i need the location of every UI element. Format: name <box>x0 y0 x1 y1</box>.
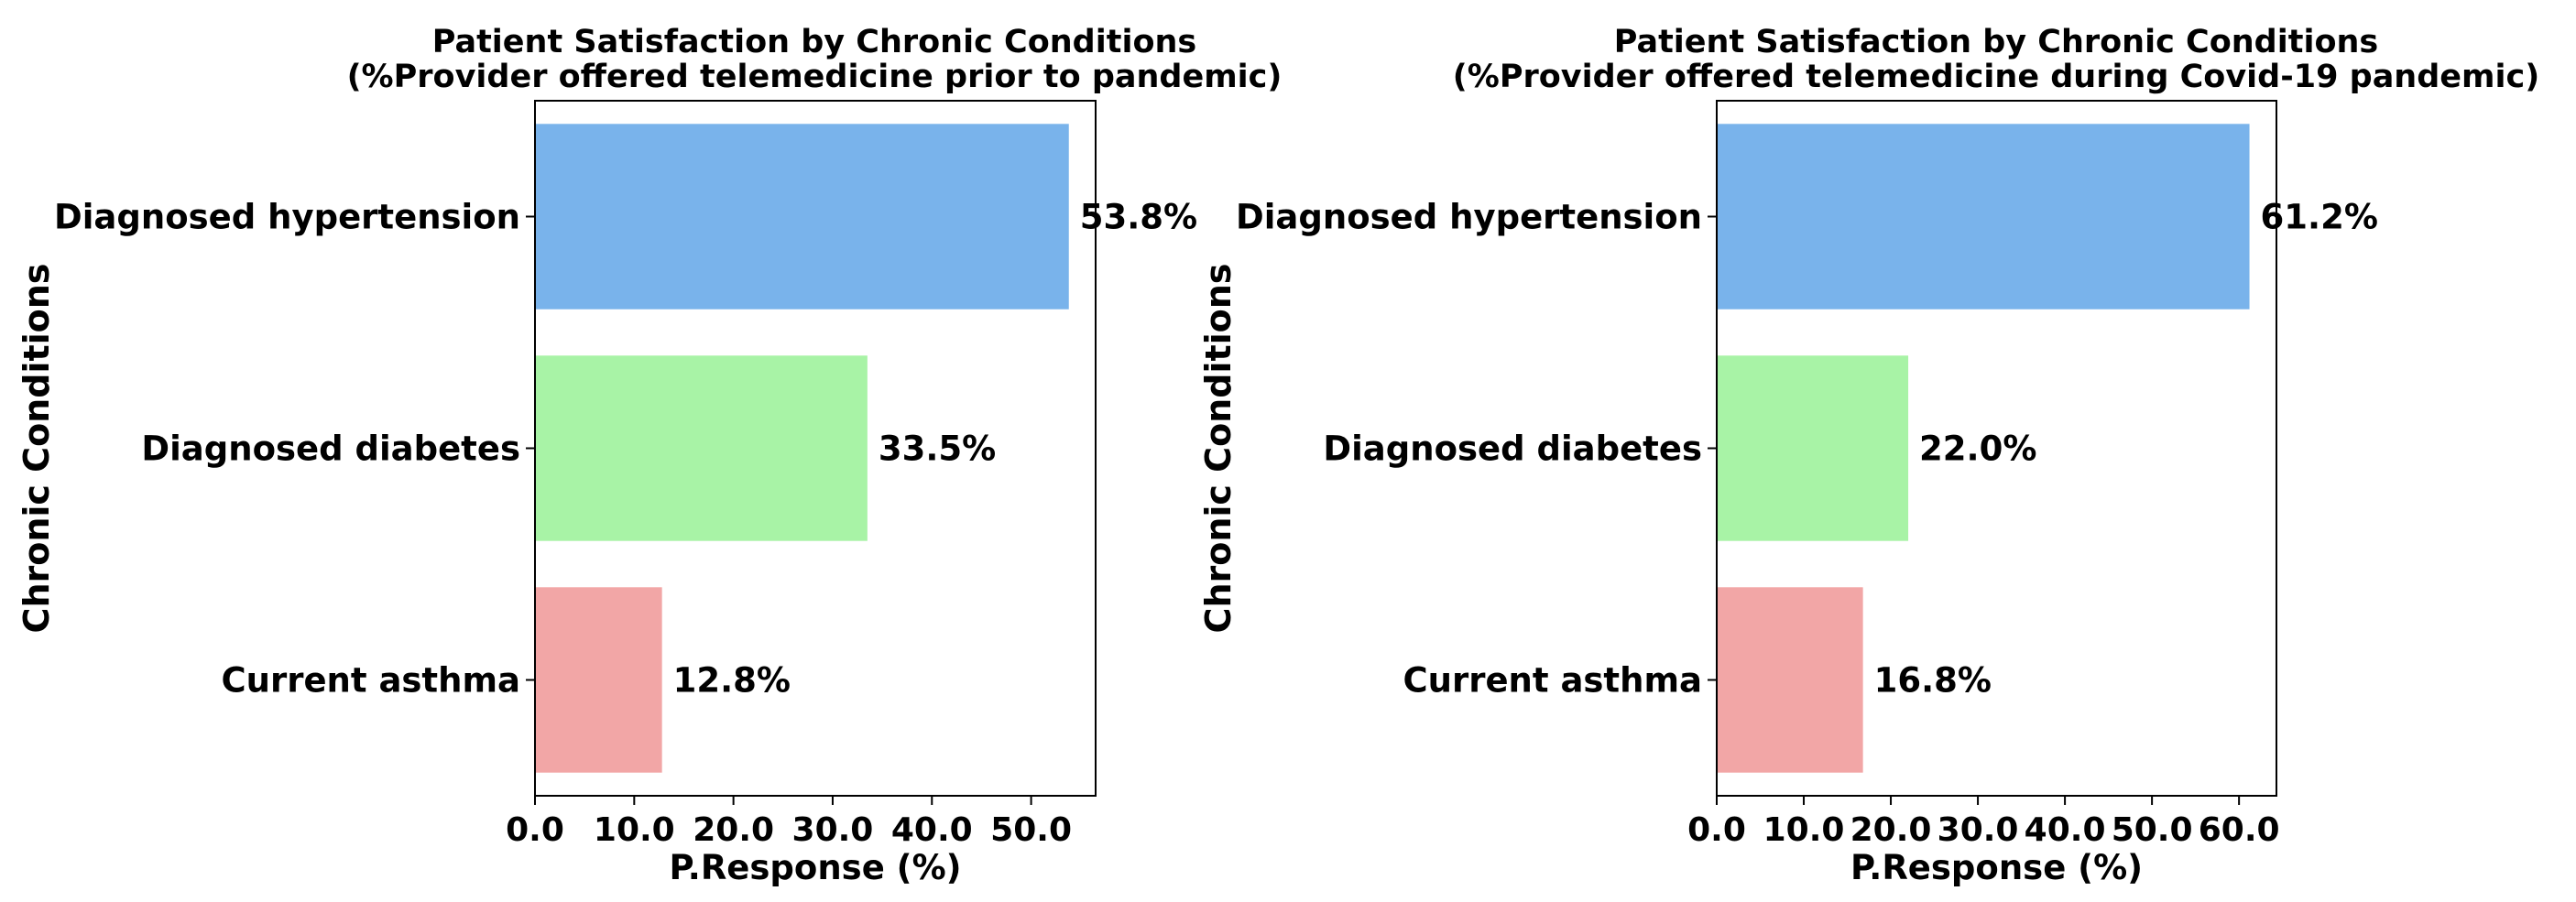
x-tick-label: 20.0 <box>693 811 774 849</box>
data-label: 12.8% <box>673 661 791 701</box>
bar-3 <box>1717 587 1863 773</box>
data-label: 22.0% <box>1919 429 2036 469</box>
x-axis-label: P.Response (%) <box>1850 848 2143 887</box>
x-tick-label: 50.0 <box>2112 811 2193 849</box>
data-label: 53.8% <box>1080 198 1197 237</box>
plot-frame <box>534 100 1097 797</box>
chart-title-line2: (%Provider offered telemedicine during C… <box>1453 59 2539 95</box>
y-axis-label: Chronic Conditions <box>1198 264 1239 634</box>
y-tick-label: Current asthma <box>221 661 520 701</box>
x-tick-label: 0.0 <box>1687 811 1746 849</box>
y-tick-label: Diagnosed hypertension <box>1236 198 1702 237</box>
bar-2 <box>535 355 868 541</box>
x-tick-label: 20.0 <box>1850 811 1932 849</box>
y-axis-label: Chronic Conditions <box>16 264 57 634</box>
bar-1 <box>1717 124 2250 310</box>
x-tick-label: 30.0 <box>1937 811 2019 849</box>
x-axis-label: P.Response (%) <box>669 848 961 887</box>
x-tick-label: 50.0 <box>990 811 1072 849</box>
data-label: 16.8% <box>1874 661 1992 701</box>
chart-panel-1: Patient Satisfaction by Chronic Conditio… <box>16 24 1282 887</box>
y-tick-label: Diagnosed hypertension <box>54 198 520 237</box>
y-tick-label: Current asthma <box>1403 661 1702 701</box>
bar-1 <box>535 124 1069 310</box>
y-tick-label: Diagnosed diabetes <box>1323 429 1702 469</box>
y-tick-label: Diagnosed diabetes <box>141 429 520 469</box>
x-tick-label: 40.0 <box>2025 811 2106 849</box>
x-tick-label: 60.0 <box>2199 811 2280 849</box>
bar-2 <box>1717 355 1909 541</box>
plot-frame <box>1716 100 2277 797</box>
chart-title-line2: (%Provider offered telemedicine prior to… <box>347 59 1283 95</box>
chart-title-line1: Patient Satisfaction by Chronic Conditio… <box>1614 24 2379 60</box>
x-tick-label: 40.0 <box>891 811 973 849</box>
data-label: 33.5% <box>879 429 996 469</box>
chart-panel-2: Patient Satisfaction by Chronic Conditio… <box>1198 24 2539 887</box>
x-tick-label: 30.0 <box>792 811 874 849</box>
x-tick-label: 10.0 <box>1763 811 1845 849</box>
bar-3 <box>535 587 662 773</box>
x-tick-label: 10.0 <box>594 811 675 849</box>
data-label: 61.2% <box>2261 198 2378 237</box>
x-tick-label: 0.0 <box>506 811 564 849</box>
chart-title-line1: Patient Satisfaction by Chronic Conditio… <box>432 24 1197 60</box>
